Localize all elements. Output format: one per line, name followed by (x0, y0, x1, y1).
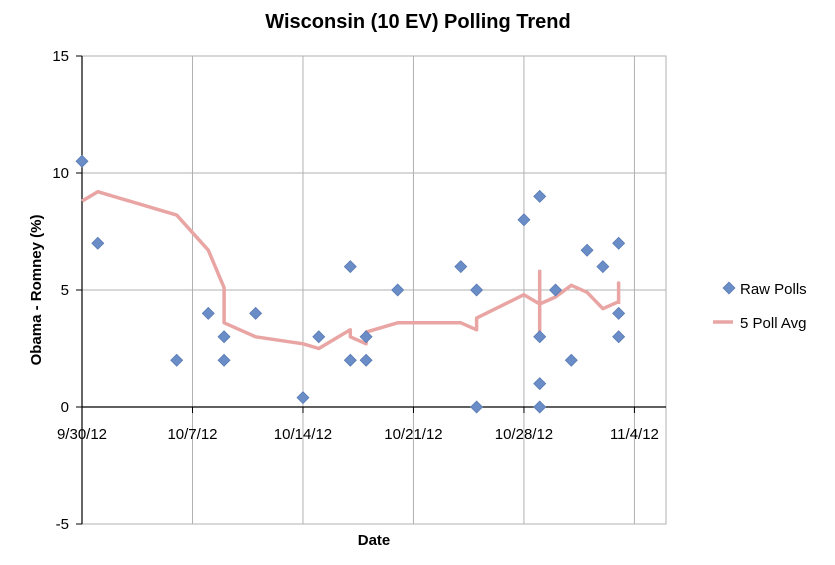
y-tick-label-0: 15 (52, 48, 69, 65)
raw-poll-point-22 (549, 283, 563, 297)
raw-poll-point-27 (612, 306, 626, 320)
legend-5-poll-avg-label: 5 Poll Avg (740, 315, 806, 332)
raw-poll-point-21 (533, 400, 547, 414)
raw-poll-point-12 (359, 353, 373, 367)
x-axis-label: Date (358, 532, 391, 549)
raw-poll-point-9 (343, 260, 357, 274)
chart-title: Wisconsin (10 EV) Polling Trend (265, 11, 570, 33)
x-tick-label-2: 10/14/12 (274, 426, 332, 443)
raw-poll-point-11 (359, 330, 373, 344)
raw-poll-point-3 (201, 306, 215, 320)
raw-poll-point-2 (170, 353, 184, 367)
raw-poll-point-17 (517, 213, 531, 227)
y-tick-label-2: 5 (61, 282, 69, 299)
axes (76, 55, 666, 525)
raw-poll-point-26 (612, 236, 626, 250)
raw-poll-point-1 (91, 236, 105, 250)
y-axis-label: Obama - Romney (%) (28, 215, 45, 366)
legend-raw-polls-label: Raw Polls (740, 281, 807, 298)
series-5-poll-avg (81, 189, 621, 351)
raw-poll-point-4 (217, 330, 231, 344)
raw-poll-point-28 (612, 330, 626, 344)
y-tick-labels: 15 10 5 0 -5 (52, 48, 69, 533)
raw-poll-point-6 (249, 306, 263, 320)
raw-poll-point-0 (75, 154, 89, 168)
y-tick-label-3: 0 (61, 399, 69, 416)
raw-poll-point-8 (312, 330, 326, 344)
x-tick-label-3: 10/21/12 (384, 426, 442, 443)
avg-line (81, 189, 621, 351)
raw-poll-point-18 (533, 189, 547, 203)
y-tick-label-1: 10 (52, 165, 69, 182)
legend: Raw Polls 5 Poll Avg (713, 281, 807, 332)
raw-poll-point-10 (343, 353, 357, 367)
raw-poll-point-5 (217, 353, 231, 367)
raw-poll-point-23 (564, 353, 578, 367)
gridlines (82, 55, 666, 525)
raw-poll-point-20 (533, 377, 547, 391)
raw-poll-point-14 (454, 260, 468, 274)
x-tick-label-1: 10/7/12 (167, 426, 217, 443)
raw-poll-point-13 (391, 283, 405, 297)
x-tick-label-5: 11/4/12 (610, 426, 659, 443)
y-tick-label-4: -5 (56, 516, 69, 533)
raw-poll-point-15 (470, 283, 484, 297)
raw-poll-point-16 (470, 400, 484, 414)
raw-poll-point-7 (296, 391, 310, 405)
raw-poll-point-19 (533, 330, 547, 344)
x-tick-labels: 9/30/12 10/7/12 10/14/12 10/21/12 10/28/12 11… (57, 426, 659, 443)
series-raw-polls (75, 154, 626, 414)
raw-poll-point-25 (596, 260, 610, 274)
x-tick-label-0: 9/30/12 (57, 426, 107, 443)
x-tick-label-4: 10/28/12 (495, 426, 553, 443)
legend-raw-polls-marker (722, 281, 736, 295)
raw-poll-point-24 (580, 243, 594, 257)
